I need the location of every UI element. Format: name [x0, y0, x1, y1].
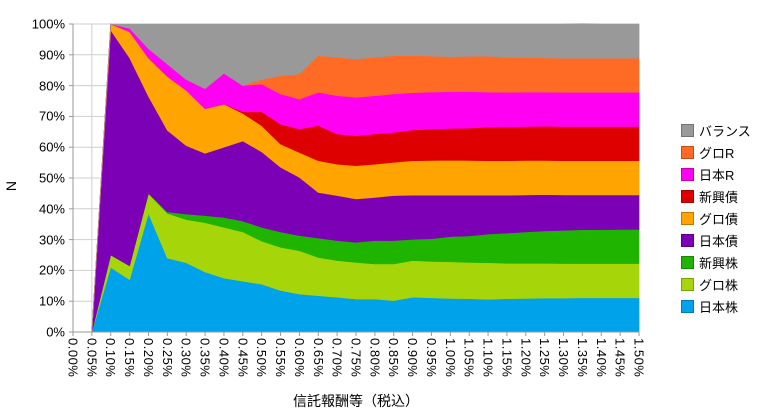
- x-tick-label: 0.60%: [291, 338, 307, 378]
- x-tick-label: 0.85%: [386, 338, 402, 378]
- y-tick-label: 40%: [38, 201, 65, 217]
- legend-label: 新興株: [699, 255, 739, 271]
- x-tick-label: 1.15%: [499, 338, 515, 378]
- x-tick-label: 0.20%: [140, 338, 156, 378]
- legend-swatch-icon: [681, 299, 694, 313]
- y-tick-label: 100%: [31, 16, 65, 32]
- x-tick-label: 1.05%: [461, 338, 477, 378]
- legend-item-バランス: バランス: [681, 119, 751, 141]
- legend-label: 日本R: [699, 167, 735, 183]
- legend-label: 新興債: [699, 189, 739, 205]
- x-tick-label: 0.75%: [348, 338, 364, 378]
- legend-label: グロR: [699, 145, 735, 161]
- y-tick-label: 70%: [38, 108, 65, 124]
- x-axis-title: 信託報酬等（税込）: [293, 393, 419, 409]
- legend-item-日本債: 日本債: [681, 229, 751, 251]
- y-tick-label: 30%: [38, 232, 65, 248]
- legend-swatch-icon: [681, 123, 694, 137]
- x-tick-label: 1.20%: [518, 338, 534, 378]
- legend-item-日本株: 日本株: [681, 295, 751, 317]
- legend-label: バランス: [699, 123, 751, 139]
- y-tick-label: 20%: [38, 262, 65, 278]
- x-tick-label: 0.55%: [273, 338, 289, 378]
- y-tick-label: 0%: [46, 324, 65, 340]
- y-tick-label: 50%: [38, 170, 65, 186]
- x-tick-label: 0.00%: [65, 338, 81, 378]
- y-tick-label: 10%: [38, 293, 65, 309]
- x-tick-label: 1.10%: [480, 338, 496, 378]
- x-tick-label: 0.50%: [254, 338, 270, 378]
- x-tick-label: 0.90%: [405, 338, 421, 378]
- x-tick-label: 0.25%: [159, 338, 175, 378]
- legend-item-日本R: 日本R: [681, 163, 751, 185]
- x-tick-label: 1.50%: [631, 338, 647, 378]
- x-tick-label: 0.45%: [235, 338, 251, 378]
- legend-label: グロ債: [699, 211, 739, 227]
- x-tick-label: 0.65%: [310, 338, 326, 378]
- x-tick-label: 0.80%: [367, 338, 383, 378]
- y-axis-title: N: [3, 180, 20, 192]
- x-tick-label: 0.30%: [178, 338, 194, 378]
- legend-swatch-icon: [681, 255, 694, 269]
- legend-item-新興債: 新興債: [681, 185, 751, 207]
- legend-swatch-icon: [681, 145, 694, 159]
- x-tick-label: 0.35%: [197, 338, 213, 378]
- y-tick-label: 60%: [38, 139, 65, 155]
- legend-swatch-icon: [681, 277, 694, 291]
- legend-item-新興株: 新興株: [681, 251, 751, 273]
- x-tick-label: 0.05%: [84, 338, 100, 378]
- legend-label: 日本株: [699, 299, 739, 315]
- x-tick-label: 1.35%: [574, 338, 590, 378]
- x-tick-label: 0.15%: [122, 338, 138, 378]
- legend-label: 日本債: [699, 233, 739, 249]
- x-tick-label: 0.95%: [423, 338, 439, 378]
- legend-label: グロ株: [699, 277, 739, 293]
- x-tick-label: 1.40%: [593, 338, 609, 378]
- x-tick-label: 1.30%: [556, 338, 572, 378]
- x-tick-label: 0.40%: [216, 338, 232, 378]
- legend-swatch-icon: [681, 233, 694, 247]
- x-tick-label: 0.70%: [329, 338, 345, 378]
- x-tick-label: 1.00%: [442, 338, 458, 378]
- legend-item-グロ株: グロ株: [681, 273, 751, 295]
- legend-item-グロ債: グロ債: [681, 207, 751, 229]
- x-tick-label: 1.45%: [612, 338, 628, 378]
- x-tick-label: 1.25%: [537, 338, 553, 378]
- legend-swatch-icon: [681, 167, 694, 181]
- area-series-バランス: [73, 23, 640, 333]
- legend-item-グロR: グロR: [681, 141, 751, 163]
- y-tick-label: 80%: [38, 78, 65, 94]
- legend-swatch-icon: [681, 189, 694, 203]
- chart-legend: バランスグロR 日本R 新興債グロ債日本債新興株グロ株日本株: [681, 119, 751, 317]
- x-tick-label: 0.10%: [103, 338, 119, 378]
- y-tick-label: 90%: [38, 47, 65, 63]
- legend-swatch-icon: [681, 211, 694, 225]
